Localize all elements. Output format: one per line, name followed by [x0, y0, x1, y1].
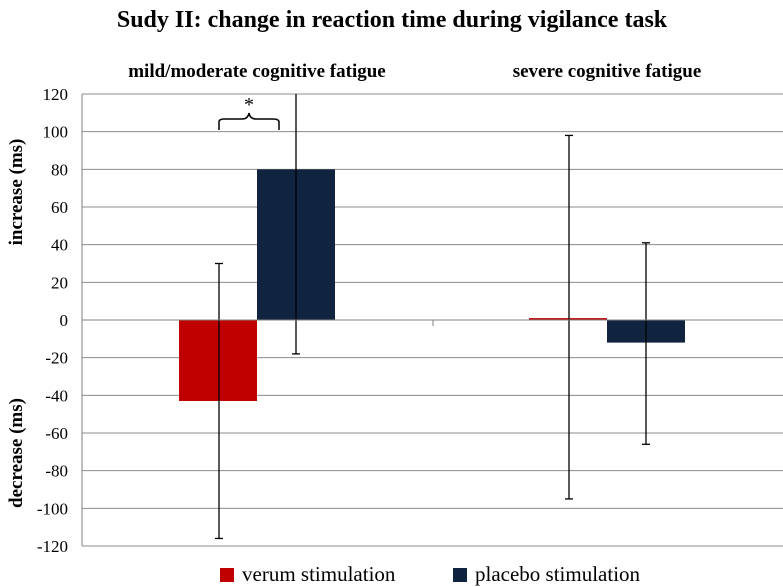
category-label-mild: mild/moderate cognitive fatigue — [128, 61, 386, 82]
axes — [81, 94, 783, 546]
ylabel-decrease: decrease (ms) — [6, 398, 27, 508]
y-tick-label: -40 — [45, 386, 68, 405]
y-tick-labels: 120 100 80 60 40 20 0 -20 -40 -60 -80 -100 -120 — [37, 85, 68, 556]
legend-swatch-verum — [220, 567, 234, 582]
y-tick-label: 100 — [43, 123, 69, 142]
legend-label-verum: verum stimulation — [242, 562, 396, 586]
legend-swatch-placebo — [453, 567, 467, 582]
gridlines — [82, 93, 783, 547]
category-label-severe: severe cognitive fatigue — [513, 61, 702, 82]
error-bars — [215, 94, 650, 540]
y-tick-label: -80 — [45, 462, 68, 481]
bar-verum-mild — [179, 320, 257, 401]
bars — [179, 169, 685, 401]
bar-verum-severe — [529, 318, 607, 320]
significance-bracket — [218, 112, 280, 130]
y-tick-label: 60 — [51, 198, 68, 217]
y-tick-label: 20 — [51, 273, 68, 292]
y-tick-label: 120 — [43, 85, 69, 104]
chart-title: Sudy II: change in reaction time during … — [117, 7, 668, 33]
significance-star: * — [244, 94, 254, 116]
significance-annotation: * — [218, 94, 280, 130]
legend-item-placebo: placebo stimulation — [453, 562, 640, 587]
legend: verum stimulation placebo stimulation — [0, 562, 783, 587]
y-tick-label: -100 — [37, 499, 68, 518]
legend-label-placebo: placebo stimulation — [475, 562, 641, 586]
y-tick-label: 80 — [51, 160, 68, 179]
y-tick-label: -60 — [45, 424, 68, 443]
y-tick-label: -120 — [37, 537, 68, 556]
y-tick-label: 0 — [60, 311, 69, 330]
y-tick-label: 40 — [51, 236, 68, 255]
legend-item-verum: verum stimulation — [220, 562, 395, 587]
ylabel-increase: increase (ms) — [6, 139, 27, 246]
y-tick-label: -20 — [45, 349, 68, 368]
